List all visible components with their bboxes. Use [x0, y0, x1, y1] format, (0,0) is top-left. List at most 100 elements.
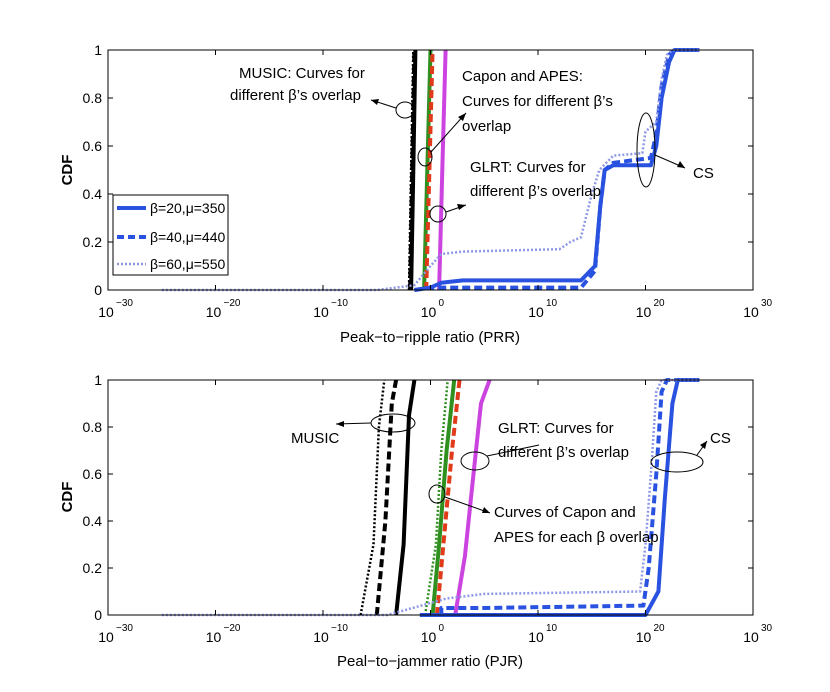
- series-line-3: [407, 49, 415, 291]
- x-tick-exponent: 0: [439, 623, 445, 634]
- annotation-capon-line-1: Curves of Capon and: [494, 504, 636, 521]
- x-tick-label: 10: [421, 304, 437, 320]
- x-tick-label: 10: [206, 629, 222, 645]
- series-line-5: [430, 379, 457, 616]
- annotation-glrt-line-1: GLRT: Curves for: [498, 420, 614, 437]
- x-tick-exponent: 0: [439, 298, 445, 309]
- arrowhead-icon: [457, 204, 466, 210]
- x-tick-label: 10: [636, 629, 652, 645]
- annotation-glrt-line-2: different β’s overlap: [470, 183, 601, 200]
- top-axis-ticks: 10−3010−2010−1010010101020103000.20.40.6…: [83, 42, 773, 320]
- annotation-music-line-2: different β’s overlap: [230, 87, 361, 104]
- series-line-5: [424, 49, 435, 291]
- x-tick-label: 10: [313, 629, 329, 645]
- series-line-3: [394, 379, 417, 616]
- series-line-10: [161, 378, 700, 617]
- y-tick-label: 0: [94, 282, 102, 298]
- x-tick-exponent: −10: [331, 623, 348, 634]
- x-tick-label: 10: [421, 629, 437, 645]
- annotation-capon-line-3: overlap: [462, 118, 511, 135]
- x-tick-label: 10: [206, 304, 222, 320]
- top-legend: β=20,μ=350 β=40,μ=440 β=60,μ=550: [112, 194, 229, 276]
- top-series-layer: [161, 48, 700, 292]
- y-tick-label: 0.4: [83, 186, 103, 202]
- x-tick-exponent: −30: [116, 623, 133, 634]
- bottom-annotations: MUSIC GLRT: Curves for different β’s ove…: [291, 413, 731, 546]
- x-tick-exponent: 30: [761, 623, 773, 634]
- x-tick-exponent: −20: [224, 298, 241, 309]
- x-tick-exponent: −10: [331, 298, 348, 309]
- annotation-capon-line-1: Capon and APES:: [462, 68, 583, 85]
- x-tick-label: 10: [313, 304, 329, 320]
- annotation-arrow-capon: [444, 496, 491, 514]
- x-tick-label: 10: [98, 629, 114, 645]
- annotation-ellipse-music: [395, 101, 415, 119]
- y-tick-label: 1: [94, 372, 102, 388]
- annotation-ellipse-capon: [428, 484, 446, 504]
- bottom-axis-ticks: 10−3010−2010−1010010101020103000.20.40.6…: [83, 372, 773, 645]
- arrowhead-icon: [677, 161, 685, 168]
- y-tick-label: 0.6: [83, 138, 103, 154]
- annotation-music-line-1: MUSIC: Curves for: [239, 65, 365, 82]
- x-tick-exponent: −20: [224, 623, 241, 634]
- series-line-4: [422, 49, 433, 291]
- annotation-ellipse-glrt: [429, 205, 447, 223]
- y-tick-label: 0.4: [83, 513, 103, 529]
- x-tick-label: 10: [528, 304, 544, 320]
- y-tick-label: 0.2: [83, 560, 103, 576]
- annotation-connector-glrt: [486, 444, 540, 457]
- arrowhead-icon: [700, 441, 707, 449]
- x-tick-label: 10: [98, 304, 114, 320]
- x-tick-label: 10: [743, 629, 759, 645]
- x-tick-exponent: 30: [761, 298, 773, 309]
- x-tick-exponent: 20: [654, 623, 666, 634]
- top-chart: 10−3010−2010−1010010101020103000.20.40.6…: [59, 42, 773, 346]
- annotation-capon-line-2: Curves for different β’s: [462, 93, 613, 110]
- x-tick-exponent: 10: [546, 623, 558, 634]
- annotation-music: MUSIC: [291, 430, 340, 447]
- annotation-capon-line-2: APES for each β overlap: [494, 529, 659, 546]
- x-tick-exponent: 20: [654, 298, 666, 309]
- series-line-7: [453, 379, 492, 616]
- y-tick-label: 0.6: [83, 466, 103, 482]
- series-line-9: [439, 378, 700, 615]
- y-tick-label: 1: [94, 42, 102, 58]
- annotation-ellipse-capon: [417, 147, 433, 167]
- annotation-ellipse-cs: [650, 451, 704, 473]
- arrowhead-icon: [458, 113, 466, 121]
- legend-entry-2: β=40,μ=440: [150, 229, 226, 245]
- annotation-cs: CS: [693, 165, 714, 182]
- top-y-axis-label: CDF: [59, 155, 76, 186]
- annotation-arrow-capon: [430, 112, 467, 153]
- y-tick-label: 0.8: [83, 90, 103, 106]
- series-line-1: [359, 379, 386, 616]
- series-line-8: [414, 48, 700, 292]
- bottom-chart: 10−3010−2010−1010010101020103000.20.40.6…: [59, 372, 773, 670]
- x-tick-exponent: −30: [116, 298, 133, 309]
- x-tick-exponent: 10: [546, 298, 558, 309]
- bottom-y-axis-label: CDF: [59, 482, 76, 513]
- annotation-glrt-line-1: GLRT: Curves for: [470, 159, 586, 176]
- annotation-cs: CS: [710, 430, 731, 447]
- y-tick-label: 0: [94, 607, 102, 623]
- x-tick-label: 10: [528, 629, 544, 645]
- legend-entry-3: β=60,μ=550: [150, 256, 226, 272]
- arrowhead-icon: [482, 507, 490, 513]
- top-annotations: MUSIC: Curves for different β’s overlap …: [230, 65, 714, 223]
- legend-entry-1: β=20,μ=350: [150, 200, 226, 216]
- series-line-6: [437, 49, 448, 291]
- annotation-ellipse-glrt: [460, 451, 490, 471]
- y-tick-label: 0.2: [83, 234, 103, 250]
- bottom-x-axis-label: Peal−to−jammer ratio (PJR): [337, 653, 523, 670]
- x-tick-label: 10: [636, 304, 652, 320]
- top-x-axis-label: Peak−to−ripple ratio (PRR): [340, 329, 520, 346]
- arrowhead-icon: [336, 421, 344, 427]
- y-tick-label: 0.8: [83, 419, 103, 435]
- x-tick-label: 10: [743, 304, 759, 320]
- arrowhead-icon: [371, 99, 379, 105]
- series-line-4: [423, 379, 449, 616]
- annotation-ellipse-cs: [636, 112, 656, 188]
- series-line-9: [161, 48, 700, 292]
- annotation-glrt-line-2: different β’s overlap: [498, 444, 629, 461]
